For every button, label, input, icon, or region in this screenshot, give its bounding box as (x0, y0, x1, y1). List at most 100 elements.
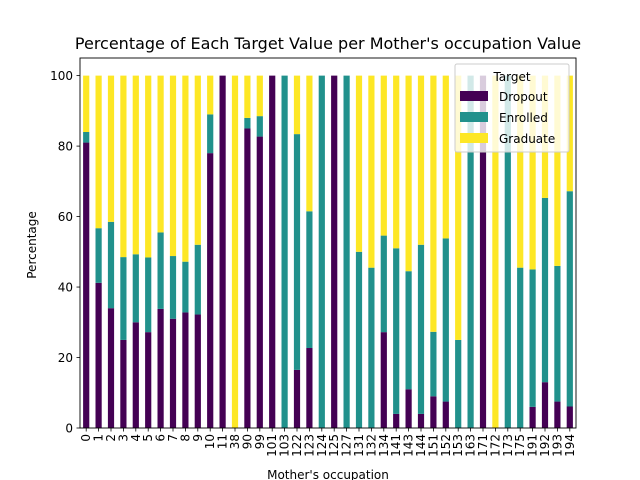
x-tick-label: 11 (216, 434, 230, 449)
legend-title: Target (492, 70, 530, 84)
bar-segment-enrolled-124 (318, 75, 325, 428)
x-tick-label: 127 (340, 434, 354, 457)
x-tick-label: 4 (129, 434, 143, 442)
bar-segment-dropout-0 (83, 142, 90, 429)
bars-layer (83, 75, 573, 429)
bar-segment-dropout-101 (269, 75, 276, 428)
x-tick-label: 103 (278, 434, 292, 457)
bar-segment-graduate-194 (566, 75, 573, 192)
y-tick-label: 100 (50, 69, 73, 83)
bar-segment-enrolled-1 (95, 228, 102, 283)
legend-swatch-enrolled (460, 112, 488, 122)
bar-segment-graduate-144 (417, 75, 425, 245)
bar-segment-dropout-3 (120, 339, 127, 428)
y-tick-label: 60 (58, 210, 73, 224)
bar-segment-enrolled-173 (504, 75, 511, 428)
y-axis-label: Percentage (25, 211, 39, 279)
x-tick-label: 10 (203, 434, 217, 449)
bar-segment-dropout-1 (95, 282, 102, 428)
bar-segment-enrolled-153 (455, 339, 462, 428)
bar-segment-dropout-151 (430, 396, 437, 428)
x-tick-label: 3 (116, 434, 130, 442)
bar-segment-enrolled-8 (182, 261, 189, 313)
bar-segment-enrolled-132 (368, 267, 375, 428)
x-tick-label: 125 (327, 434, 341, 457)
bar-segment-enrolled-7 (169, 256, 177, 319)
y-tick-label: 40 (58, 281, 73, 295)
bar-segment-graduate-131 (355, 75, 363, 252)
bar-segment-enrolled-151 (430, 331, 437, 397)
bar-segment-enrolled-99 (256, 116, 263, 137)
y-tick-label: 20 (58, 351, 73, 365)
bar-segment-enrolled-122 (293, 134, 301, 370)
x-tick-label: 122 (290, 434, 304, 457)
bar-segment-dropout-191 (529, 406, 536, 428)
bar-segment-enrolled-5 (145, 257, 152, 333)
y-tick-label: 80 (58, 140, 73, 154)
bar-segment-graduate-134 (380, 75, 387, 236)
bar-segment-graduate-153 (455, 75, 462, 340)
x-tick-label: 6 (154, 434, 168, 442)
bar-segment-graduate-7 (169, 75, 177, 257)
bar-segment-enrolled-131 (355, 251, 363, 428)
bar-segment-dropout-9 (194, 314, 201, 428)
bar-segment-graduate-193 (554, 75, 561, 266)
plot-frame (79, 57, 577, 429)
bar-segment-enrolled-175 (517, 267, 524, 428)
bar-segment-graduate-132 (368, 75, 375, 268)
bar-segment-enrolled-103 (281, 75, 288, 428)
bar-segment-enrolled-4 (132, 254, 139, 323)
legend-swatch-dropout (460, 91, 488, 101)
chart-title: Percentage of Each Target Value per Moth… (75, 34, 581, 53)
x-tick-label: 101 (265, 434, 279, 457)
bar-segment-enrolled-90 (244, 117, 251, 129)
bar-segment-dropout-4 (132, 322, 139, 428)
x-tick-label: 8 (178, 434, 192, 442)
x-tick-label: 38 (228, 434, 242, 449)
x-tick-label: 132 (364, 434, 378, 457)
bar-segment-dropout-7 (169, 318, 177, 428)
bar-segment-dropout-11 (219, 75, 226, 428)
bar-segment-dropout-90 (244, 128, 251, 428)
x-tick-label: 0 (79, 434, 93, 442)
x-tick-label: 152 (439, 434, 453, 457)
bar-segment-dropout-192 (541, 382, 549, 428)
x-tick-label: 141 (389, 434, 403, 457)
bar-segment-graduate-38 (231, 75, 239, 428)
x-tick-label: 192 (538, 434, 552, 457)
bar-segment-dropout-193 (554, 401, 561, 428)
bar-segment-enrolled-192 (541, 197, 549, 383)
x-tick-label: 151 (426, 434, 440, 457)
bar-segment-dropout-2 (107, 308, 115, 428)
x-tick-label: 194 (563, 434, 577, 457)
bar-segment-graduate-9 (194, 75, 201, 245)
x-tick-label: 124 (315, 434, 329, 457)
bar-segment-enrolled-152 (442, 238, 449, 402)
x-axis-ticks: 0123456789101138909910110312212312412512… (79, 428, 577, 457)
bar-segment-graduate-141 (393, 75, 400, 249)
bar-segment-dropout-122 (293, 369, 301, 428)
bar-segment-dropout-144 (417, 413, 425, 428)
bar-segment-enrolled-191 (529, 269, 536, 407)
bar-segment-enrolled-144 (417, 244, 425, 414)
x-tick-label: 2 (104, 434, 118, 442)
bar-segment-graduate-2 (107, 75, 115, 222)
x-tick-label: 123 (302, 434, 316, 457)
legend-label-dropout: Dropout (499, 90, 548, 104)
bar-segment-graduate-10 (207, 75, 214, 115)
bar-segment-graduate-99 (256, 75, 263, 117)
bar-segment-graduate-3 (120, 75, 127, 258)
bar-segment-graduate-172 (492, 75, 499, 428)
bar-segment-dropout-125 (331, 75, 338, 428)
bar-segment-graduate-152 (442, 75, 449, 239)
bar-segment-enrolled-0 (83, 132, 90, 143)
bar-segment-enrolled-194 (566, 191, 573, 407)
x-tick-label: 90 (240, 434, 254, 449)
x-tick-label: 173 (501, 434, 515, 457)
bar-segment-graduate-8 (182, 75, 189, 262)
x-tick-label: 144 (414, 434, 428, 457)
bar-segment-dropout-194 (566, 406, 573, 428)
x-tick-label: 9 (191, 434, 205, 442)
bar-segment-graduate-4 (132, 75, 139, 255)
